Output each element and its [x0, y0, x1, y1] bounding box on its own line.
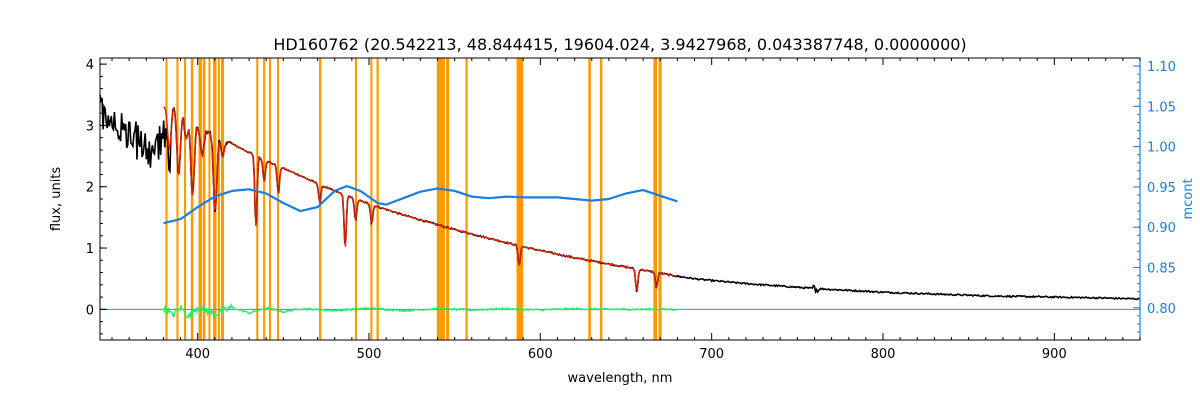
- mask-band-8: [217, 58, 220, 340]
- y-right-tick-label-0.80: 0.80: [1147, 302, 1176, 317]
- mask-band-4: [198, 58, 202, 340]
- y-tick-label-2: 2: [86, 181, 94, 196]
- mask-band-17: [376, 58, 379, 340]
- mask-band-1: [176, 58, 179, 340]
- y-tick-label-3: 3: [86, 119, 94, 134]
- y-right-tick-label-1.10: 1.10: [1147, 60, 1176, 75]
- series-layer: [99, 94, 1140, 320]
- mask-band-12: [268, 58, 271, 340]
- mask-band-2: [183, 58, 187, 340]
- mask-band-0: [165, 58, 168, 340]
- axes: [99, 57, 1141, 341]
- x-tick-label-700: 700: [699, 347, 724, 362]
- mask-band-11: [263, 58, 266, 340]
- mask-band-9: [220, 58, 225, 340]
- mcont-line: [163, 185, 678, 225]
- x-tick-label-500: 500: [357, 347, 382, 362]
- x-tick-label-800: 800: [871, 347, 896, 362]
- y-right-tick-label-1.00: 1.00: [1147, 141, 1176, 156]
- mask-band-22: [588, 58, 591, 340]
- y-axis-title: flux, units: [49, 167, 64, 232]
- mask-band-25: [658, 58, 662, 340]
- mask-band-15: [354, 58, 358, 340]
- mask-bands: [165, 58, 662, 340]
- mask-band-24: [653, 58, 658, 340]
- mask-band-19: [446, 58, 450, 340]
- y-right-tick-label-1.05: 1.05: [1147, 100, 1176, 115]
- mask-band-3: [190, 58, 194, 340]
- mask-band-5: [202, 58, 206, 340]
- x-tick-label-900: 900: [1042, 347, 1067, 362]
- mask-band-20: [465, 58, 468, 340]
- y-right-tick-label-0.85: 0.85: [1147, 261, 1176, 276]
- x-axis-title: wavelength, nm: [568, 371, 673, 386]
- ticks: 400 500 600 700 800 900 0 1 2 3 4 0.80 0.85 0.90 0.95 1…: [86, 58, 1176, 362]
- y-right-tick-label-0.95: 0.95: [1147, 181, 1176, 196]
- model-spectrum-line: [163, 106, 677, 291]
- y-right-axis-title: mcont: [1181, 178, 1196, 219]
- residual-line: [162, 303, 677, 320]
- plot-frame: [99, 57, 1141, 341]
- observed-spectrum-line: [99, 94, 1140, 301]
- y-right-tick-label-0.90: 0.90: [1147, 221, 1176, 236]
- x-tick-label-600: 600: [528, 347, 553, 362]
- x-tick-label-400: 400: [185, 347, 210, 362]
- y-tick-label-1: 1: [86, 242, 94, 257]
- mask-band-18: [436, 58, 445, 340]
- chart-title: HD160762 (20.542213, 48.844415, 19604.02…: [273, 35, 966, 54]
- mask-band-21: [516, 58, 524, 340]
- y-tick-label-4: 4: [86, 58, 94, 73]
- y-tick-label-0: 0: [86, 303, 94, 318]
